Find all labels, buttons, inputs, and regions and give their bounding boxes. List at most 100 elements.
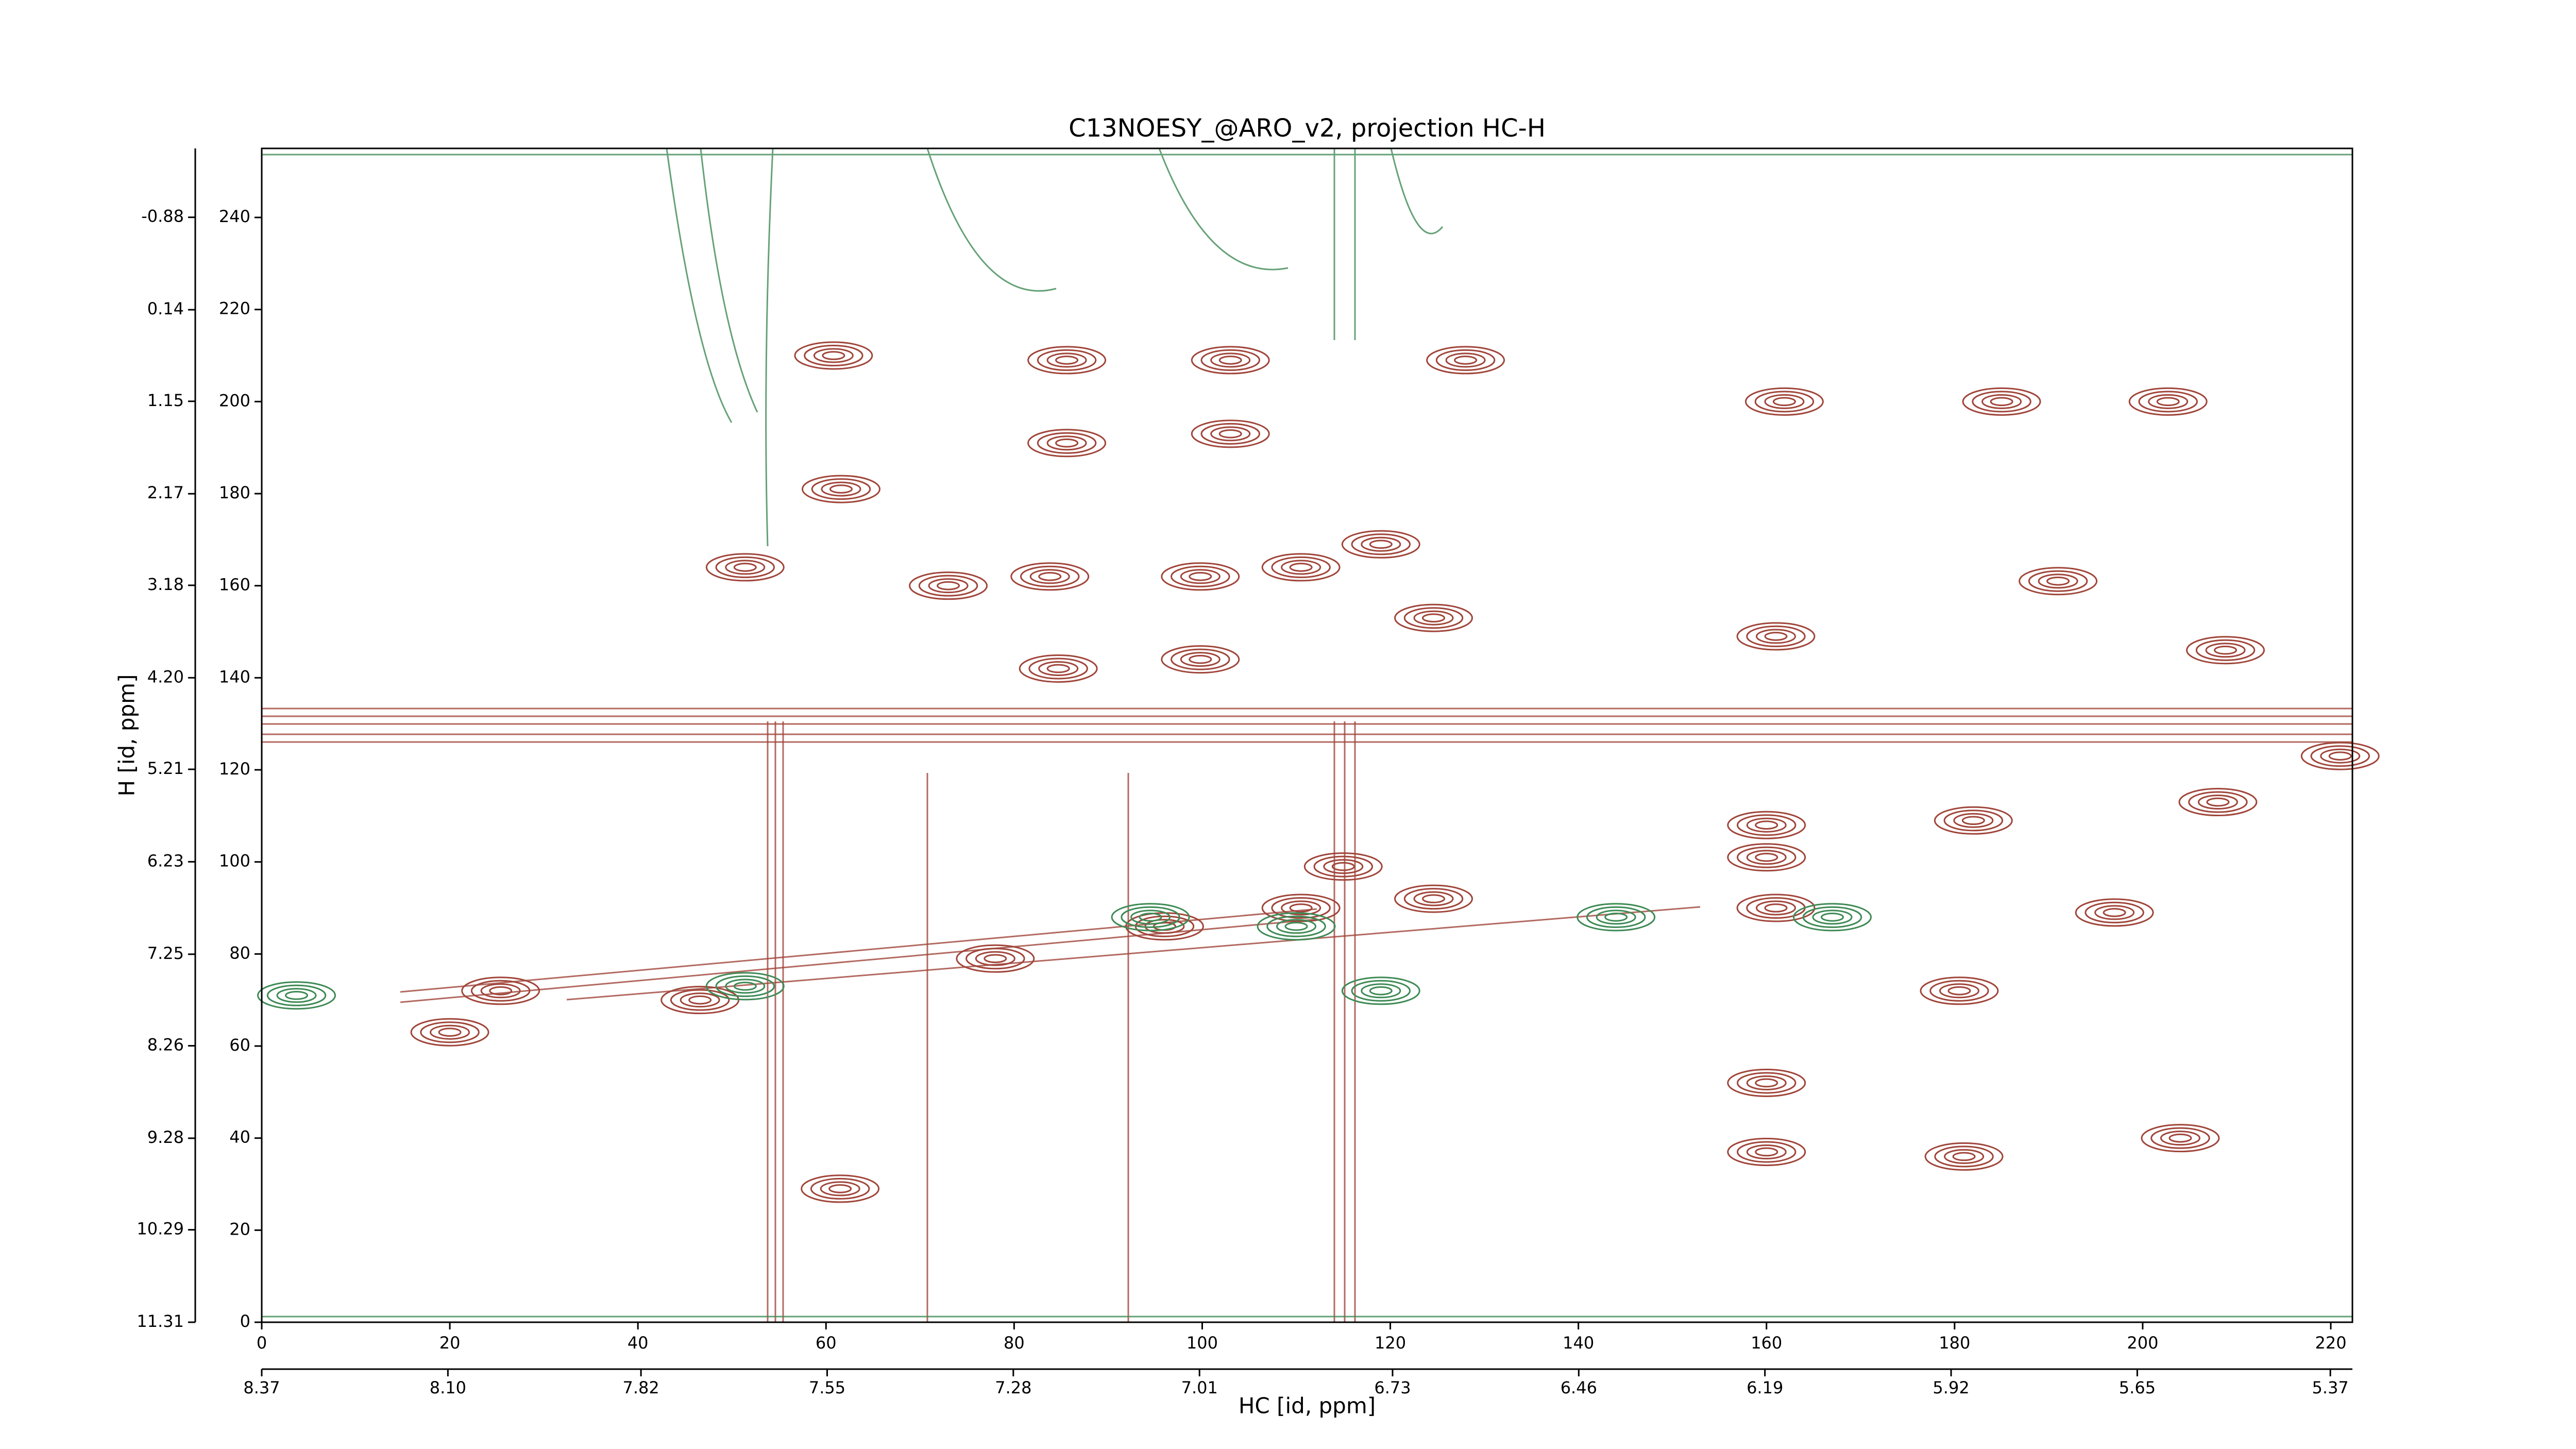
x-tick-label: 20 bbox=[439, 1333, 461, 1353]
contour-level bbox=[2128, 387, 2208, 416]
x-tick-label: 60 bbox=[816, 1333, 837, 1353]
contour-level bbox=[1924, 1142, 2004, 1171]
contour-level bbox=[2300, 742, 2380, 770]
contour-level bbox=[1736, 846, 1797, 868]
peak bbox=[1027, 429, 1107, 458]
y-tick-label: 120 bbox=[219, 759, 250, 779]
contour-level bbox=[1121, 906, 1180, 928]
x2-tick-label: 7.01 bbox=[1181, 1378, 1218, 1397]
y-tick-label: 140 bbox=[219, 667, 250, 686]
x2-tick-label: 5.65 bbox=[2119, 1378, 2156, 1397]
contour-level bbox=[984, 954, 1007, 964]
contour-level bbox=[1755, 1078, 1778, 1088]
vertical-ridge bbox=[767, 721, 1356, 1322]
contour-level bbox=[1990, 397, 2013, 407]
contour-level bbox=[1351, 980, 1411, 1002]
contour-level bbox=[1426, 346, 1505, 375]
contour-level bbox=[670, 989, 730, 1011]
contour-level bbox=[2046, 576, 2070, 586]
contour-level bbox=[1577, 903, 1656, 932]
contour-level bbox=[1727, 811, 1806, 839]
contour-level bbox=[1435, 349, 1496, 371]
peak bbox=[705, 553, 785, 582]
contour-level bbox=[461, 976, 540, 1005]
contour-level bbox=[680, 992, 720, 1008]
peak bbox=[1744, 387, 1824, 416]
contour-level bbox=[1772, 397, 1796, 407]
contour-level bbox=[1331, 862, 1355, 871]
y-tick-label: 60 bbox=[229, 1035, 250, 1055]
peak bbox=[1261, 553, 1341, 582]
contour-level bbox=[705, 972, 785, 1001]
peak bbox=[2300, 742, 2380, 770]
contour-level bbox=[438, 1027, 462, 1037]
contour-level bbox=[1727, 1137, 1806, 1166]
contour-level bbox=[1952, 1152, 1976, 1161]
peak bbox=[2178, 788, 2258, 817]
contour-level bbox=[1422, 894, 1446, 903]
horizontal-ridge bbox=[262, 707, 2352, 743]
x2-tick-label: 7.28 bbox=[995, 1378, 1031, 1397]
contour-level bbox=[2094, 905, 2135, 920]
y-tick-label: 80 bbox=[229, 943, 250, 963]
peak bbox=[1191, 346, 1270, 375]
contour-level bbox=[1341, 976, 1420, 1005]
contour-level bbox=[1736, 814, 1797, 836]
contour-level bbox=[2195, 639, 2256, 661]
peak bbox=[1577, 903, 1656, 932]
peak bbox=[1727, 843, 1806, 872]
contour-level bbox=[2148, 394, 2189, 409]
y2-tick-label: 9.28 bbox=[147, 1127, 184, 1147]
contour-level bbox=[1037, 432, 1097, 454]
contour-level bbox=[733, 982, 757, 991]
contour-level bbox=[1934, 806, 2013, 835]
contour-level bbox=[1266, 915, 1326, 937]
contour-level bbox=[2141, 1124, 2220, 1153]
contour-level bbox=[1139, 913, 1162, 922]
contour-level bbox=[1394, 884, 1473, 913]
contour-level bbox=[1361, 536, 1401, 552]
contour-level bbox=[1403, 607, 1464, 629]
x-tick-label: 180 bbox=[1939, 1333, 1970, 1353]
contour-level bbox=[1037, 349, 1097, 371]
peak bbox=[1341, 530, 1420, 559]
contour-level bbox=[1727, 1068, 1806, 1097]
x-tick-label: 80 bbox=[1004, 1333, 1025, 1353]
y2-tick-label: -0.88 bbox=[141, 207, 184, 226]
peak bbox=[1962, 387, 2041, 416]
contour-level bbox=[1189, 654, 1212, 664]
contour-level bbox=[1972, 391, 2031, 413]
contour-level bbox=[1191, 346, 1270, 375]
contour-level bbox=[1029, 569, 1070, 584]
contour-level bbox=[1271, 556, 1331, 578]
contour-level bbox=[1943, 810, 2004, 832]
contour-level bbox=[1604, 913, 1628, 922]
contour-level bbox=[1755, 852, 1778, 862]
contour-level bbox=[928, 578, 969, 594]
contour-level bbox=[1736, 622, 1816, 651]
peak bbox=[794, 341, 873, 370]
contour-level bbox=[813, 348, 854, 363]
peak bbox=[2019, 567, 2098, 596]
contour-level bbox=[1586, 906, 1646, 928]
contour-level bbox=[1276, 919, 1317, 934]
green-ridge bbox=[262, 148, 2352, 1318]
x-tick-label: 0 bbox=[257, 1333, 267, 1353]
contour-level bbox=[489, 986, 513, 996]
contour-level bbox=[2103, 908, 2126, 917]
peak bbox=[1426, 346, 1505, 375]
y2-tick-label: 1.15 bbox=[147, 391, 184, 410]
peak bbox=[1793, 903, 1872, 932]
contour-level bbox=[1422, 613, 1446, 622]
contour-level bbox=[1055, 438, 1079, 448]
contour-level bbox=[822, 351, 845, 360]
peak bbox=[1727, 1137, 1806, 1166]
x2-tick-label: 7.82 bbox=[622, 1378, 659, 1397]
contour-level bbox=[1171, 648, 1230, 670]
peak bbox=[2141, 1124, 2220, 1153]
contour-level bbox=[1111, 903, 1190, 932]
contour-level bbox=[1257, 912, 1336, 941]
contour-level bbox=[2038, 574, 2078, 589]
peak bbox=[1934, 806, 2013, 835]
contour-level bbox=[688, 995, 712, 1005]
